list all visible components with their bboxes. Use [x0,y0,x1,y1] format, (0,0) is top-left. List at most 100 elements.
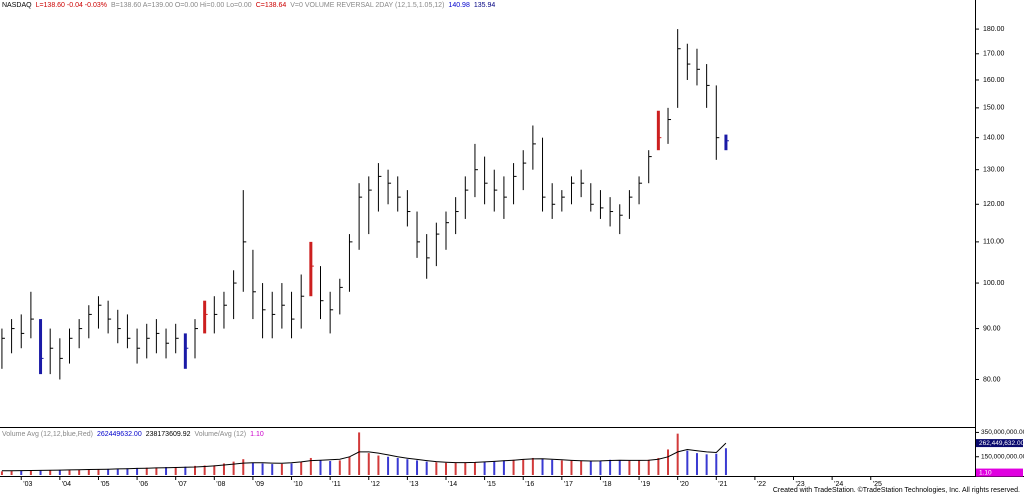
header: NASDAQ L=138.60 -0.04 -0.03% B=138.60 A=13… [2,2,495,9]
volume-bar [39,470,42,475]
volume-bar [416,460,419,475]
header-field: C=138.64 [256,2,287,9]
x-tick-label: '15 [487,481,496,488]
volume-bar [531,457,534,475]
volume-bar [49,470,52,475]
volume-bar [444,462,447,475]
volume-bar [20,470,23,475]
volume-bar [0,471,3,475]
volume-bar [406,459,409,475]
x-tick-label: '18 [602,481,611,488]
volume-bar [686,450,689,475]
volume-bar [570,460,573,475]
volume-bar [387,456,390,475]
y-tick-label: 110.00 [983,239,1004,246]
volume-bar [309,457,312,475]
volume-bar [628,460,631,475]
header-field: NASDAQ [2,2,32,9]
volume-bar [435,462,438,475]
volume-bar [213,465,216,475]
y-tick-label: 130.00 [983,167,1005,174]
last-value-label: 262,449,632.00 [979,440,1024,447]
volume-bar [319,460,322,475]
volume-bar [145,467,148,475]
header-field: B=138.60 A=139.00 O=0.00 Hi=0.00 Lo=0.00 [111,2,252,9]
volume-bar [618,460,621,475]
volume-bar [473,462,476,475]
y-tick-label: 150.00 [983,105,1005,112]
header: Volume Avg (12,12,blue,Red) 262449632.00 2… [2,431,264,438]
last-value-label: 1.10 [979,469,992,476]
volume-bar [300,461,303,475]
last-value-box [976,439,1023,448]
header-field: Volume/Avg (12) [195,431,247,438]
header-field: 140.98 [448,2,470,9]
x-tick-label: '17 [564,481,573,488]
volume-bar [261,463,264,475]
volume-bar [329,461,332,475]
volume-bar [68,469,71,475]
volume-bar [126,468,129,475]
x-tick-label: '20 [680,481,689,488]
volume-bar [454,463,457,475]
header-field: V=0 VOLUME REVERSAL 2DAY (12,1.5,1.05,12… [290,2,444,9]
volume-bar [715,453,718,475]
x-tick-label: '16 [525,481,534,488]
x-tick-label: '04 [62,481,71,488]
volume-bar [502,460,505,475]
y-tick-label: 80.00 [983,376,1001,383]
volume-bar [271,464,274,475]
header-field: Volume Avg (12,12,blue,Red) [2,431,93,438]
volume-bar [551,459,554,475]
volume-bar [242,459,245,475]
volume-bar [348,456,351,475]
volume-bar [203,465,206,475]
volume-bar [58,469,61,475]
volume-bar [464,462,467,475]
volume-bar [396,457,399,475]
volume-bar [338,460,341,475]
volume-bar [10,471,13,475]
x-tick-label: '19 [641,481,650,488]
x-tick-label: '13 [409,481,418,488]
volume-bar [425,461,428,475]
volume-bar [367,453,370,475]
volume-bar [377,455,380,475]
footer: Created with TradeStation. ©TradeStation… [773,486,1020,494]
volume-bar [560,460,563,475]
x-tick-label: '25 [873,481,882,488]
header-field: L=138.60 -0.04 -0.03% [36,2,107,9]
volume-bar [493,461,496,475]
header-field: 238173609.92 [146,431,191,438]
header-field: 262449632.00 [97,431,142,438]
x-tick-label: '12 [371,481,380,488]
y-tick-label: 180.00 [983,26,1005,33]
y-tick-label: 170.00 [983,51,1005,58]
volume-bar [609,459,612,475]
volume-bar [705,454,708,475]
volume-bar [222,463,225,475]
volume-bar [599,460,602,475]
volume-bar [280,463,283,475]
volume-bar [638,460,641,475]
volume-bar [97,469,100,475]
x-tick-label: '11 [332,481,341,488]
volume-bar [580,461,583,475]
volume-bar [251,462,254,475]
volume-tick-label: 350,000,000.00 [981,429,1024,436]
y-tick-label: 90.00 [983,325,1001,332]
volume-bar [358,432,361,475]
volume-bar [184,466,187,475]
x-tick-label: '07 [178,481,187,488]
volume-bar [29,470,32,475]
volume-bar [78,469,81,475]
volume-bar [136,467,139,475]
x-tick-label: '21 [718,481,727,488]
last-value-box [976,468,1023,477]
volume-bar [290,463,293,475]
volume-bar [676,433,679,475]
volume-bar [657,457,660,475]
y-tick-label: 120.00 [983,201,1005,208]
